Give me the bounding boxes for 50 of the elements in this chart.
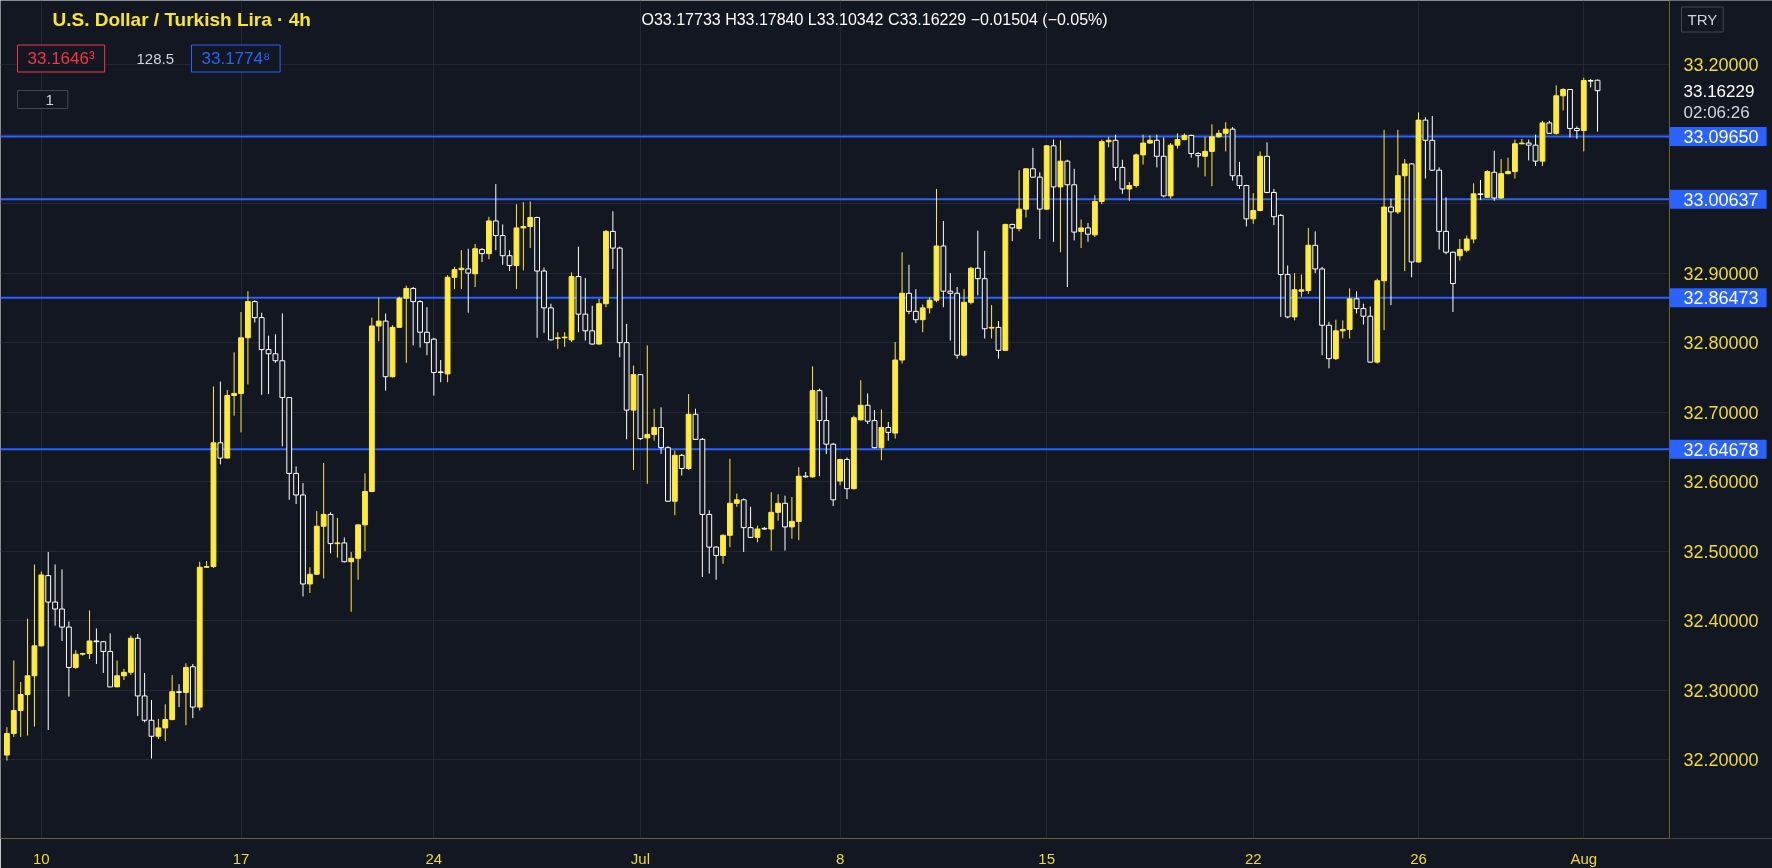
x-tick-label: 26 <box>1410 849 1427 867</box>
ref-line-label: 32.86473 <box>1683 288 1759 309</box>
annotation: 128.5 <box>136 49 175 67</box>
candlestick <box>995 320 1002 360</box>
annotation: 33.1646³ <box>27 49 95 68</box>
x-tick-label: Jul <box>630 849 651 867</box>
x-tick-label: 22 <box>1244 849 1262 867</box>
candlestick <box>334 517 341 559</box>
x-tick-label: 15 <box>1038 849 1056 867</box>
candlestick <box>1078 219 1085 249</box>
x-tick-label: 24 <box>425 849 443 867</box>
x-tick-label: 10 <box>32 849 50 867</box>
candlestick <box>1525 139 1532 161</box>
candlestick <box>341 536 348 563</box>
text: 02:06:26 <box>1683 103 1750 122</box>
y-tick-label: 32.60000 <box>1683 472 1759 493</box>
candlestick <box>885 421 892 442</box>
ref-line-label: 32.64678 <box>1683 439 1759 460</box>
candlestick <box>465 248 472 314</box>
y-tick-label: 32.40000 <box>1683 611 1759 632</box>
candlestick <box>217 381 224 465</box>
x-tick-label: 8 <box>835 849 845 867</box>
text: 33.16229 <box>1683 81 1755 101</box>
x-tick-label: 17 <box>232 849 250 867</box>
ref-line-label: 33.09650 <box>1683 126 1759 147</box>
chart-title: U.S. Dollar / Turkish Lira · 4h <box>52 9 311 30</box>
candlestick <box>1477 179 1484 201</box>
y-tick-label: 32.80000 <box>1683 333 1759 354</box>
y-tick-label: 32.50000 <box>1683 541 1759 562</box>
candlestick <box>988 304 995 339</box>
y-tick-label: 32.70000 <box>1683 402 1759 423</box>
candlestick <box>878 408 885 461</box>
candlestick <box>1532 134 1539 167</box>
text: TRY <box>1687 11 1718 28</box>
candlestick <box>479 247 485 263</box>
ref-line-label: 33.00637 <box>1683 189 1759 210</box>
annotation: 33.1774⁸ <box>201 49 271 68</box>
candlestick <box>176 683 182 708</box>
candlestick <box>678 453 685 476</box>
candlestick <box>1388 198 1394 306</box>
annotation: 1 <box>45 90 54 108</box>
y-tick-label: 33.20000 <box>1683 54 1759 75</box>
candlestick <box>782 495 788 552</box>
x-tick-label: Aug <box>1570 849 1598 867</box>
candlestick <box>1085 222 1091 243</box>
y-tick-label: 32.20000 <box>1683 750 1759 771</box>
y-tick-label: 32.30000 <box>1683 680 1759 701</box>
candlestick <box>837 458 844 486</box>
text: O33.17733 H33.17840 L33.10342 C33.16229 −0.01504 (−0.05%) <box>641 11 1108 28</box>
y-tick-label: 32.90000 <box>1683 263 1759 284</box>
